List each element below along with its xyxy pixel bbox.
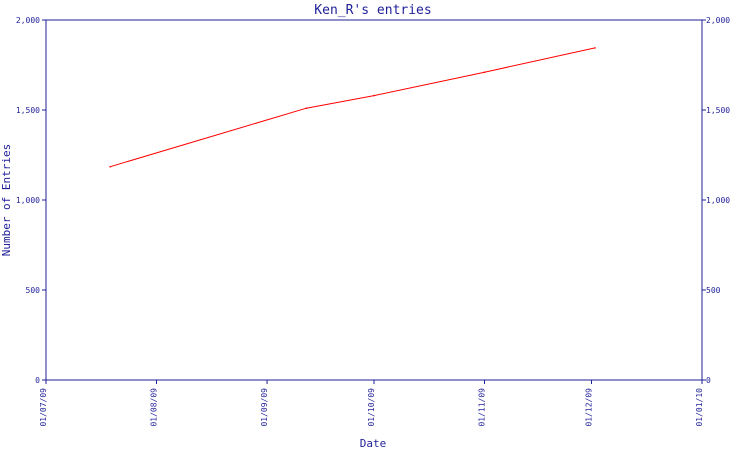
- x-tick-label: 01/07/09: [39, 388, 48, 427]
- x-tick-label: 01/11/09: [478, 388, 487, 427]
- y-axis-label: Number of Entries: [0, 144, 13, 257]
- y-tick-label-left: 1,500: [16, 106, 40, 115]
- x-tick-label: 01/09/09: [260, 388, 269, 427]
- y-tick-label-left: 0: [35, 376, 40, 385]
- x-tick-label: 01/01/10: [695, 388, 704, 427]
- x-tick-label: 01/08/09: [150, 388, 159, 427]
- y-tick-label-right: 1,500: [706, 106, 730, 115]
- data-point-1-3: [373, 94, 375, 97]
- chart-title: Ken_R's entries: [314, 3, 431, 18]
- y-tick-label-right: 1,000: [706, 196, 730, 205]
- data-point-1-4: [483, 71, 486, 73]
- x-axis-label: Date: [360, 437, 387, 450]
- data-point-1-1: [109, 165, 111, 168]
- data-point-1-5: [594, 47, 596, 49]
- data-point-1-2: [305, 107, 308, 109]
- x-tick-label: 01/12/09: [584, 388, 593, 427]
- y-tick-label-left: 1,000: [16, 196, 40, 205]
- y-tick-label-left: 500: [26, 286, 41, 295]
- plot-area: 0 0 500 500 1,000 1,000 1,500 1,500 2,000 2,000 01…: [16, 16, 730, 427]
- x-tick-label: 01/10/09: [367, 388, 376, 427]
- y-tick-label-left: 2,000: [16, 16, 40, 25]
- y-tick-label-right: 500: [706, 286, 721, 295]
- y-tick-label-right: 0: [706, 376, 711, 385]
- y-tick-label-right: 2,000: [706, 16, 730, 25]
